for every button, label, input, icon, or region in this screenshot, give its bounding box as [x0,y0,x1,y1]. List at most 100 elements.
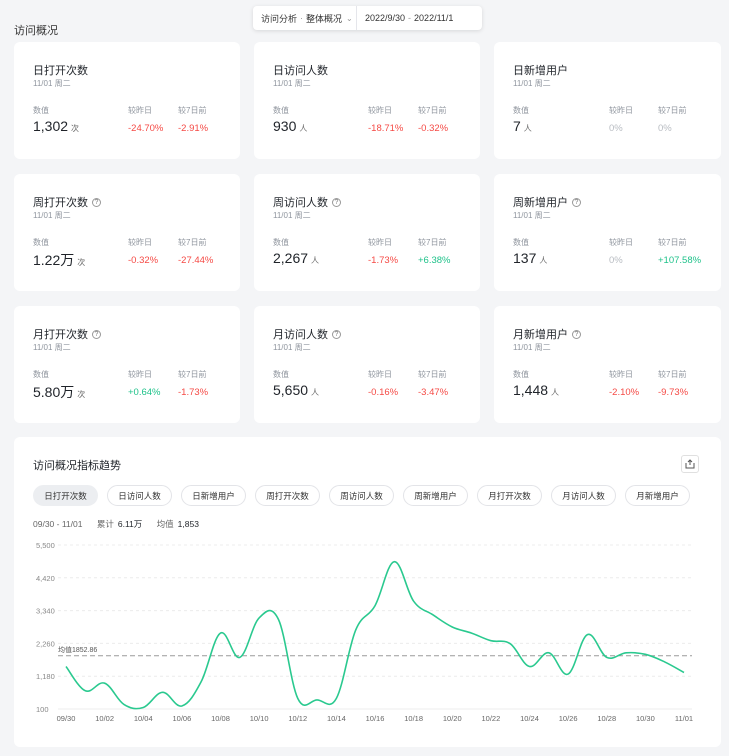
value-label: 数值 [33,238,49,247]
help-icon[interactable]: ? [572,197,581,207]
metric-title-text: 日打开次数 [33,65,88,77]
value-label: 数值 [33,106,49,115]
metric-unit: 人 [523,124,532,133]
help-icon[interactable]: ? [332,329,341,339]
metric-date: 11/01 周二 [33,79,71,88]
x-tick-label: 10/16 [366,714,385,723]
y-tick-label: 3,340 [36,607,55,616]
x-tick-label: 10/04 [134,714,153,723]
metric-tab[interactable]: 日新增用户 [181,485,246,506]
metric-unit: 次 [77,390,86,399]
metric-unit: 人 [311,256,320,265]
vs-yesterday-label: 较昨日 [609,370,633,379]
vs-7days-value: 0% [658,123,672,134]
vs-7days-value: -27.44% [178,255,214,266]
metric-unit: 次 [71,124,80,133]
metric-value: 1,448 人 [513,382,559,398]
vs-yesterday-label: 较昨日 [368,370,392,379]
vs-7days-label: 较7日前 [658,370,687,379]
vs-yesterday-label: 较昨日 [609,106,633,115]
vs-yesterday-label: 较昨日 [609,238,633,247]
date-separator: - [408,13,412,23]
metric-date: 11/01 周二 [513,79,551,88]
x-tick-label: 10/20 [443,714,462,723]
trend-title: 访问概况指标趋势 [33,460,121,472]
vs-7days-value: -3.47% [418,387,449,398]
x-tick-label: 10/22 [481,714,500,723]
metric-date: 11/01 周二 [513,343,551,352]
metric-value: 930 人 [273,118,307,134]
vs-7days-label: 较7日前 [178,106,207,115]
vs-7days-label: 较7日前 [658,238,687,247]
value-label: 数值 [513,370,529,379]
date-range-picker[interactable]: 2022/9/30 - 2022/11/1 [357,6,461,30]
date-start: 2022/9/30 [365,13,406,23]
x-tick-label: 10/08 [211,714,230,723]
trend-range: 09/30 - 11/01 [33,519,83,529]
total-value: 6.11万 [117,519,143,529]
avg-value: 1,853 [177,519,199,529]
metric-tab[interactable]: 月访问人数 [551,485,616,506]
metric-tab[interactable]: 月打开次数 [477,485,542,506]
metric-number: 930 [273,118,297,134]
export-icon[interactable] [681,455,699,473]
vs-7days-label: 较7日前 [178,238,207,247]
avg-label: 均值 [156,519,174,529]
metric-card: 日新增用户 11/01 周二 数值 较昨日 较7日前 7 人 0% 0% [494,42,721,159]
x-tick-label: 11/01 [675,714,693,723]
metric-unit: 人 [539,256,548,265]
metric-title-text: 日访问人数 [273,65,328,77]
metric-title: 月访问人数? [273,326,341,342]
vs-7days-value: -0.32% [418,123,449,134]
x-tick-label: 10/24 [520,714,539,723]
metric-value: 137 人 [513,250,547,266]
x-tick-label: 10/30 [636,714,655,723]
x-tick-label: 10/10 [250,714,269,723]
metric-card: 月打开次数? 11/01 周二 数值 较昨日 较7日前 5.80万次 +0.64% -1.73… [14,306,240,423]
metric-card: 日访问人数 11/01 周二 数值 较昨日 较7日前 930 人 -18.71% -0.32% [254,42,480,159]
metric-card: 月访问人数? 11/01 周二 数值 较昨日 较7日前 5,650 人 -0.16% -3.47… [254,306,480,423]
vs-7days-label: 较7日前 [418,370,447,379]
x-tick-label: 10/12 [288,714,307,723]
metric-title: 周打开次数? [33,194,101,210]
series-line [65,560,685,710]
view-separator: · [300,13,304,23]
metric-title: 周新增用户? [513,194,581,210]
metric-tab[interactable]: 日打开次数 [33,485,98,506]
help-icon[interactable]: ? [332,197,341,207]
metric-title-text: 月新增用户 [513,329,568,341]
y-tick-label: 2,260 [36,639,55,648]
y-tick-label: 4,420 [36,574,55,583]
metric-number: 1.22万 [33,252,75,268]
value-label: 数值 [273,238,289,247]
metric-value: 1.22万次 [33,250,85,270]
vs-yesterday-value: -1.73% [368,255,399,266]
average-line-label: 均值1852.86 [58,645,97,654]
vs-yesterday-label: 较昨日 [128,106,152,115]
metric-title-text: 月访问人数 [273,329,328,341]
value-label: 数值 [33,370,49,379]
date-end: 2022/11/1 [414,13,454,23]
view-label: 整体概况 [306,13,343,24]
metric-card: 周打开次数? 11/01 周二 数值 较昨日 较7日前 1.22万次 -0.32% -27.4… [14,174,240,291]
help-icon[interactable]: ? [572,329,581,339]
view-selector[interactable]: 访问分析 · 整体概况 ⌄ [253,6,357,30]
metric-tab[interactable]: 日访问人数 [107,485,172,506]
metric-tab[interactable]: 周打开次数 [255,485,320,506]
y-tick-label: 100 [36,705,49,714]
metric-unit: 次 [77,258,86,267]
metric-tab[interactable]: 周访问人数 [329,485,394,506]
metric-tab[interactable]: 周新增用户 [403,485,468,506]
metric-value: 1,302 次 [33,118,79,134]
metric-tab[interactable]: 月新增用户 [625,485,690,506]
vs-yesterday-label: 较昨日 [368,106,392,115]
metric-card: 日打开次数 11/01 周二 数值 较昨日 较7日前 1,302 次 -24.70% -2.91… [14,42,240,159]
metric-date: 11/01 周二 [273,343,311,352]
x-tick-label: 10/14 [327,714,346,723]
help-icon[interactable]: ? [92,197,101,207]
help-icon[interactable]: ? [92,329,101,339]
metric-unit: 人 [299,124,308,133]
metric-unit: 人 [551,388,560,397]
vs-yesterday-label: 较昨日 [128,370,152,379]
